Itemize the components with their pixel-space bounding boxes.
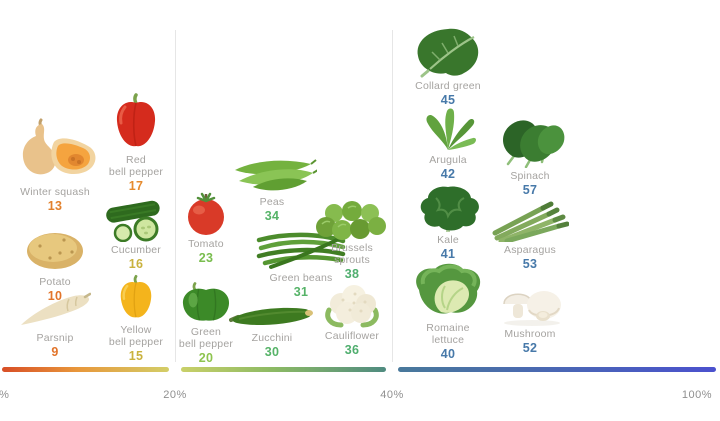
tomato-icon [180,192,232,236]
veg-value: 38 [344,267,360,282]
veg-name: Peas [259,196,285,208]
axis-tick-0: 0% [0,389,10,401]
veg-value: 9 [51,345,59,360]
gradient-bar-segment-1 [2,367,169,372]
collard-green-icon [410,26,486,78]
veg-value: 31 [293,285,309,300]
item-green-bell-pepper: Green bell pepper 20 [156,278,256,365]
item-cauliflower: Cauliflower 36 [302,282,402,357]
veg-name: Mushroom [504,328,556,340]
item-brussels-sprouts: Brussels sprouts 38 [302,198,402,281]
section-divider-20pct [175,30,176,362]
winter-squash-icon [12,118,98,184]
axis-tick-20: 20% [163,389,187,401]
veg-value: 15 [128,349,144,364]
arugula-icon [417,106,479,152]
veg-name: Green bell pepper [178,326,234,351]
veg-name: Yellow bell pepper [108,324,164,349]
veg-value: 16 [128,257,144,272]
veg-value: 17 [128,179,144,194]
veg-value: 23 [198,251,214,266]
veg-name: Romaine lettuce [426,322,470,347]
item-mushroom: Mushroom 52 [480,280,580,355]
veg-value: 13 [47,199,63,214]
item-peas: Peas 34 [222,154,322,223]
veg-name: Green beans [269,272,333,284]
section-divider-40pct [392,30,393,362]
brussels-sprouts-icon [314,198,390,240]
peas-icon [227,154,317,194]
veg-name: Parsnip [36,332,74,344]
veg-name: Potato [39,276,71,288]
romaine-lettuce-icon [407,260,489,320]
cucumber-icon [104,196,168,242]
veg-name: Brussels sprouts [331,242,373,267]
veg-name: Arugula [429,154,467,166]
item-kale: Kale 41 [398,184,498,261]
axis-tick-100: 100% [681,389,713,401]
item-cucumber: Cucumber 16 [86,196,186,271]
kale-icon [416,184,480,232]
item-yellow-bell-pepper: Yellow bell pepper 15 [86,274,186,363]
cauliflower-icon [323,282,381,328]
veg-name: Kale [437,234,459,246]
mushroom-icon [496,280,564,326]
item-tomato: Tomato 23 [156,192,256,265]
veg-name: Collard green [415,80,481,92]
axis-tick-40: 40% [380,389,404,401]
veg-name: Zucchini [251,332,293,344]
veg-value: 52 [522,341,538,356]
zucchini-icon [229,300,315,330]
veg-name: Cucumber [110,244,162,256]
veg-name: Red bell pepper [108,154,164,179]
gradient-bar-segment-3 [398,367,716,372]
veg-name: Spinach [510,170,550,182]
item-red-bell-pepper: Red bell pepper 17 [86,92,186,193]
item-green-beans: Green beans 31 [251,226,351,299]
item-winter-squash: Winter squash 13 [5,118,105,213]
item-arugula: Arugula 42 [398,106,498,181]
parsnip-icon [19,292,91,330]
veg-name: Cauliflower [324,330,380,342]
veg-name: Asparagus [504,244,556,256]
potato-icon [24,226,86,274]
veg-value: 30 [264,345,280,360]
veg-value: 53 [522,257,538,272]
veg-value: 10 [47,289,63,304]
item-parsnip: Parsnip 9 [5,292,105,359]
item-romaine-lettuce: Romaine lettuce 40 [398,260,498,361]
item-spinach: Spinach 57 [480,112,580,197]
veg-value: 40 [440,347,456,362]
item-collard-green: Collard green 45 [398,26,498,107]
item-potato: Potato 10 [5,226,105,303]
veg-value: 57 [522,183,538,198]
item-asparagus: Asparagus 53 [480,198,580,271]
veg-name: Tomato [188,238,224,250]
item-zucchini: Zucchini 30 [222,300,322,359]
spinach-icon [494,112,566,168]
veg-name: Winter squash [20,186,90,198]
gradient-bar-segment-2 [181,367,386,372]
asparagus-icon [491,198,569,242]
veg-value: 20 [198,351,214,366]
veg-value: 34 [264,209,280,224]
yellow-bell-pepper-icon [114,274,158,322]
veg-value: 45 [440,93,456,108]
veg-value: 42 [440,167,456,182]
green-bell-pepper-icon [178,278,234,324]
red-bell-pepper-icon [111,92,161,152]
veg-value: 36 [344,343,360,358]
veg-value: 41 [440,247,456,262]
